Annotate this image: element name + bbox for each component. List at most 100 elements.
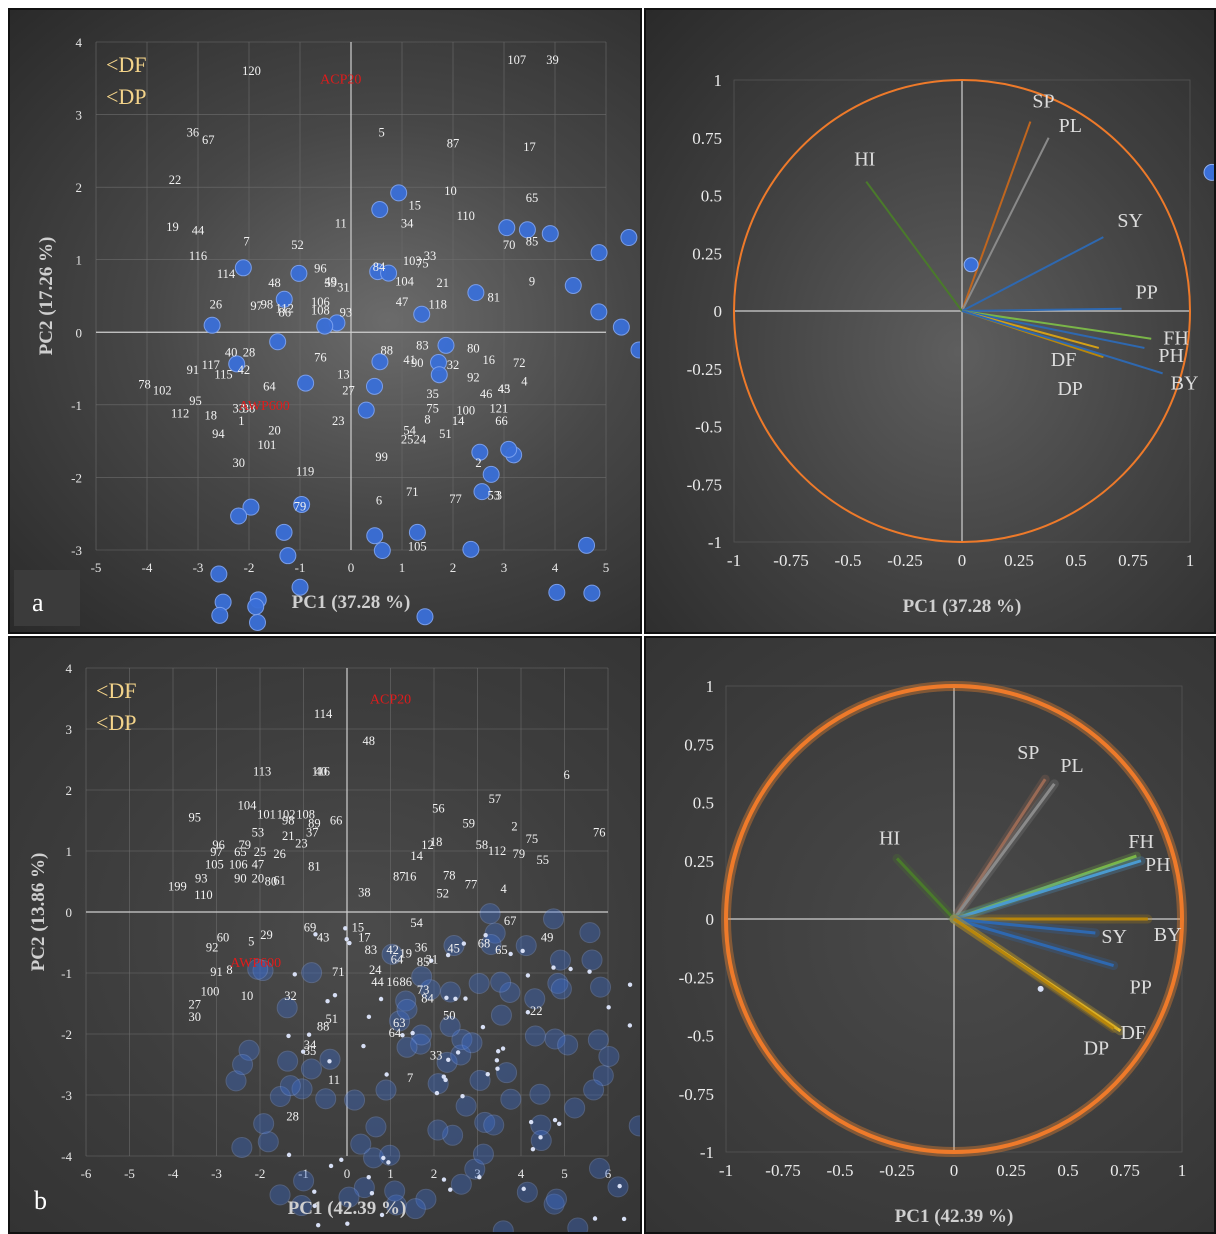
observation-label: 27: [342, 383, 355, 397]
y-tick-label: -0.5: [695, 418, 722, 437]
decor-dot: [450, 1044, 472, 1066]
observation-label: 5: [248, 934, 254, 948]
panel-label-b: b: [34, 1186, 47, 1215]
observation-label: 24: [414, 433, 427, 447]
y-tick-label: -2: [71, 470, 82, 485]
decor-dot: [300, 1058, 322, 1080]
decor-dot: [315, 1088, 337, 1110]
observation-label: 89: [308, 817, 321, 831]
decor-dot: [365, 1116, 387, 1138]
decor-dot: [482, 465, 500, 483]
observation-label: 93: [195, 871, 208, 885]
observation-label: 34: [304, 1038, 317, 1052]
decor-dot: [225, 1070, 247, 1092]
decor-dot: [279, 547, 297, 565]
x-tick-label: -1: [719, 1161, 733, 1180]
loading-vector: [953, 917, 1096, 935]
decor-dot: [410, 1030, 415, 1036]
decor-dot: [257, 1131, 279, 1153]
decor-dot: [498, 219, 516, 237]
decor-dot: [621, 1216, 627, 1222]
loading-vector: [953, 917, 1115, 968]
decor-dot: [549, 949, 571, 971]
decor-dot: [242, 498, 260, 516]
observation-label: 6: [564, 768, 570, 782]
observation-label: 16: [482, 353, 495, 367]
x-tick-label: -4: [142, 560, 153, 575]
observation-label: 110: [457, 209, 475, 223]
observation-label: 100: [201, 984, 220, 998]
decor-dot: [480, 1024, 486, 1030]
decor-dot: [557, 1034, 579, 1056]
decor-dot: [275, 523, 293, 541]
vector-label: HI: [879, 827, 900, 849]
decor-dot: [451, 1028, 473, 1050]
decor-dot: [379, 1144, 401, 1166]
observation-label: 106: [229, 857, 248, 871]
decor-dot: [410, 1024, 432, 1046]
decor-dot: [384, 1180, 406, 1202]
observation-label: 102: [153, 383, 172, 397]
decor-dot: [413, 305, 431, 323]
observation-label: 40: [315, 765, 328, 779]
observation-label: 86: [399, 975, 412, 989]
decor-dot: [461, 1032, 483, 1054]
observation-label: 37: [306, 826, 319, 840]
observation-label: 119: [296, 465, 314, 479]
decor-dot: [525, 1010, 531, 1015]
decor-dot: [963, 257, 979, 273]
y-tick-label: -0.25: [679, 968, 714, 987]
observation-label: 7: [243, 235, 249, 249]
observation-label: 19: [166, 220, 179, 234]
y-tick-label: 1: [714, 71, 723, 90]
x-tick-label: 2: [431, 1166, 438, 1181]
decor-dot: [389, 1010, 411, 1032]
x-tick-label: 0: [950, 1161, 959, 1180]
decor-dot: [630, 341, 640, 359]
observation-label: 32: [447, 358, 460, 372]
decor-dot: [529, 1083, 551, 1105]
check-variety-label: ACP20: [320, 72, 361, 87]
y-tick-label: 1: [76, 253, 83, 268]
observation-label: 79: [239, 838, 252, 852]
observation-label: 25: [254, 845, 267, 859]
loading-vector: [952, 778, 1047, 920]
decor-dot: [338, 1186, 360, 1208]
decor-dot: [327, 1059, 332, 1064]
y-tick-label: -3: [61, 1088, 72, 1103]
decor-dot: [279, 1075, 301, 1097]
observation-label: 81: [308, 859, 321, 873]
observation-label: 121: [490, 401, 509, 415]
observation-label: 77: [465, 878, 478, 892]
decor-dot: [460, 1094, 465, 1099]
decor-dot: [480, 934, 502, 956]
decor-dot: [286, 1033, 291, 1039]
observation-label: 14: [410, 849, 423, 863]
observation-label: 64: [263, 380, 276, 394]
decor-dot: [371, 201, 389, 219]
decor-dot: [473, 483, 491, 501]
observation-label: 30: [233, 456, 246, 470]
decor-dot: [396, 998, 418, 1020]
decor-dot: [247, 958, 269, 980]
y-tick-label: 0.5: [701, 187, 722, 206]
observation-label: 99: [375, 450, 388, 464]
observation-label: 83: [365, 943, 378, 957]
decor-dot: [587, 1029, 609, 1051]
decor-dot: [290, 264, 308, 282]
decor-dot: [606, 1005, 611, 1010]
observation-label: 32: [284, 989, 297, 1003]
observation-label: 53: [488, 489, 501, 503]
observation-label: 66: [330, 814, 343, 828]
loading-vector: [961, 236, 1104, 312]
decor-dot: [211, 606, 229, 624]
observation-label: 65: [234, 845, 247, 859]
observation-label: 102: [277, 807, 296, 821]
y-tick-label: -1: [71, 398, 82, 413]
decor-dot: [357, 401, 375, 419]
observation-label: 59: [324, 276, 337, 290]
decor-dot: [496, 1062, 518, 1084]
observation-label: 10: [444, 184, 457, 198]
observation-label: 71: [332, 965, 345, 979]
vector-label: DF: [1120, 1022, 1146, 1044]
